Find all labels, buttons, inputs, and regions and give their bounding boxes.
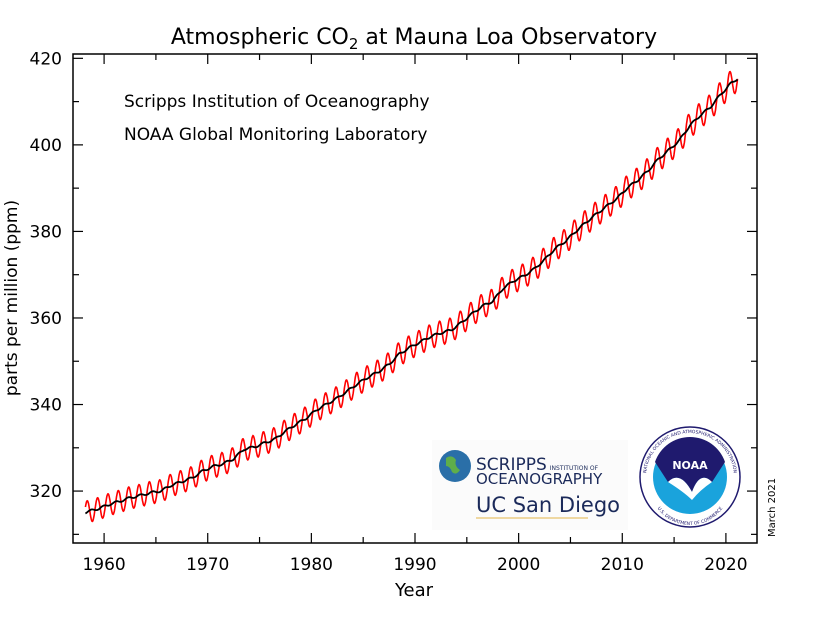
chart-title: Atmospheric CO2 at Mauna Loa Observatory <box>171 25 657 53</box>
trend-co2-line <box>85 78 739 515</box>
y-tick-label: 360 <box>30 309 62 329</box>
y-tick-label: 340 <box>30 396 62 416</box>
scripps-ucsd-logo: SCRIPPS INSTITUTION OF OCEANOGRAPHY UC Sa… <box>432 440 628 530</box>
svg-text:NOAA: NOAA <box>672 459 708 472</box>
y-tick-label: 420 <box>30 49 62 69</box>
svg-text:OCEANOGRAPHY: OCEANOGRAPHY <box>476 470 603 488</box>
y-tick-label: 320 <box>30 482 62 502</box>
x-tick-label: 1970 <box>186 555 229 575</box>
date-note: March 2021 <box>767 478 778 537</box>
subtitle-scripps: Scripps Institution of Oceanography <box>124 92 430 112</box>
y-tick-label: 400 <box>30 136 62 156</box>
y-axis-label: parts per million (ppm) <box>2 200 22 396</box>
noaa-logo: NOAA NATIONAL OCEANIC AND ATMOSPHERIC AD… <box>639 426 741 528</box>
y-tick-label: 380 <box>30 222 62 242</box>
x-tick-label: 1960 <box>82 555 125 575</box>
x-tick-label: 1980 <box>290 555 333 575</box>
plot-area: 1960 1970 1980 1990 2000 2010 2020 320 340 360 380… <box>30 49 758 575</box>
x-tick-label: 1990 <box>393 555 436 575</box>
x-tick-label: 2000 <box>497 555 540 575</box>
x-axis-label: Year <box>394 580 434 601</box>
svg-text:UC San Diego: UC San Diego <box>476 493 620 517</box>
x-tick-label: 2010 <box>601 555 644 575</box>
subtitle-noaa: NOAA Global Monitoring Laboratory <box>124 125 428 145</box>
x-tick-label: 2020 <box>704 555 747 575</box>
